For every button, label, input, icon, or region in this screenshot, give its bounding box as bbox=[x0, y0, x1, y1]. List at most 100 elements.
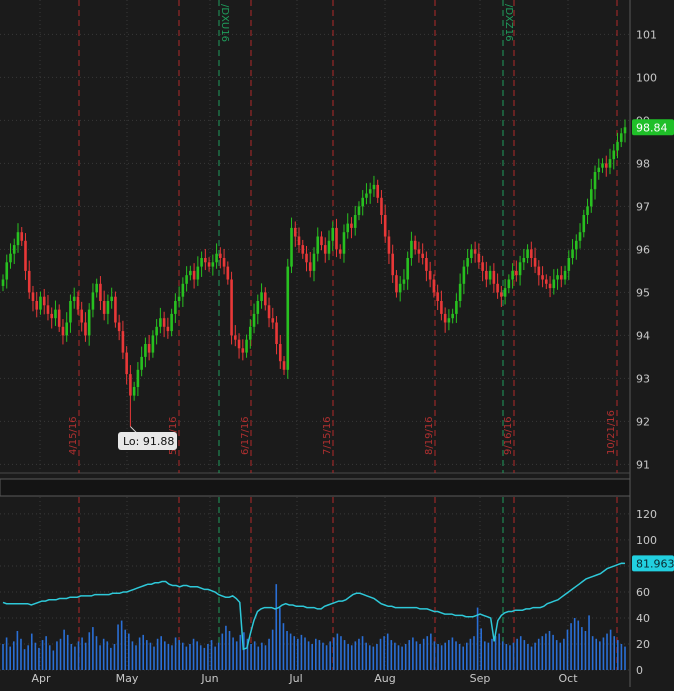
candle-body bbox=[470, 249, 473, 258]
candle-body bbox=[196, 266, 200, 280]
candle-body bbox=[496, 283, 499, 293]
volume-tick-label: 0 bbox=[636, 664, 643, 677]
volume-bar bbox=[30, 633, 33, 670]
volume-bar bbox=[487, 642, 490, 670]
volume-bar bbox=[473, 636, 475, 670]
volume-bar bbox=[279, 607, 281, 670]
volume-bar bbox=[455, 641, 457, 670]
candle-body bbox=[462, 266, 466, 284]
volume-bar bbox=[2, 643, 4, 670]
candle-body bbox=[65, 322, 68, 336]
date-marker-label: 9/16/16 bbox=[503, 416, 514, 455]
candle-body bbox=[410, 240, 413, 258]
candle-body bbox=[271, 318, 275, 323]
volume-tick-label: 100 bbox=[636, 534, 657, 547]
candle-body bbox=[500, 292, 503, 297]
candle-body bbox=[331, 227, 335, 241]
candle-body bbox=[608, 159, 612, 168]
volume-bar bbox=[401, 646, 403, 670]
candle-body bbox=[511, 270, 514, 280]
indicator-value-box bbox=[632, 555, 674, 572]
candle-body bbox=[282, 361, 286, 370]
volume-bar bbox=[523, 640, 526, 670]
volume-bar bbox=[232, 637, 234, 670]
candle-body bbox=[249, 326, 252, 340]
candle-body bbox=[95, 283, 98, 293]
volume-bar bbox=[448, 640, 450, 670]
candle-body bbox=[155, 326, 158, 336]
candle-body bbox=[87, 309, 91, 336]
candle-body bbox=[5, 262, 9, 280]
candle-body bbox=[432, 279, 436, 293]
volume-bar bbox=[48, 645, 51, 670]
volume-bar bbox=[189, 643, 191, 670]
volume-bar bbox=[102, 638, 105, 670]
candle-body bbox=[76, 296, 80, 310]
candle-body bbox=[159, 318, 162, 327]
month-label: Apr bbox=[31, 672, 51, 685]
candle-body bbox=[1, 279, 5, 286]
candle-body bbox=[177, 296, 181, 301]
volume-bar bbox=[537, 638, 540, 670]
candle-body bbox=[140, 356, 143, 370]
date-marker-label: 10/21/16 bbox=[606, 410, 617, 455]
candle-body bbox=[189, 270, 192, 276]
candle-body bbox=[346, 223, 350, 233]
candle-body bbox=[451, 313, 454, 319]
price-tick-label: 91 bbox=[636, 458, 650, 471]
volume-bar bbox=[458, 643, 461, 670]
volume-bar bbox=[530, 646, 533, 670]
volume-bar bbox=[505, 643, 508, 670]
volume-bar bbox=[376, 643, 378, 670]
candle-body bbox=[440, 301, 443, 314]
volume-bar bbox=[253, 641, 256, 670]
candle-body bbox=[57, 309, 61, 327]
candle-body bbox=[552, 279, 556, 289]
candle-body bbox=[9, 253, 12, 263]
volume-bar bbox=[577, 620, 580, 670]
candle-body bbox=[129, 374, 132, 396]
candle-body bbox=[20, 232, 24, 241]
candle-body bbox=[541, 275, 544, 280]
volume-bar bbox=[462, 646, 465, 670]
volume-bar bbox=[548, 630, 551, 670]
volume-bar bbox=[336, 633, 339, 670]
candle-body bbox=[582, 215, 586, 233]
date-marker-label: 4/15/16 bbox=[68, 416, 79, 455]
volume-bar bbox=[146, 640, 148, 670]
volume-bar bbox=[239, 634, 242, 670]
candle-body bbox=[42, 296, 46, 306]
candle-body bbox=[571, 249, 574, 258]
volume-bar bbox=[12, 641, 15, 670]
volume-bar bbox=[99, 645, 101, 670]
candle-body bbox=[567, 258, 571, 271]
candle-body bbox=[601, 163, 604, 168]
candle-body bbox=[308, 262, 312, 271]
volume-bar bbox=[268, 638, 270, 670]
volume-bar bbox=[264, 645, 267, 670]
volume-bar bbox=[199, 645, 202, 670]
volume-bar bbox=[289, 633, 292, 670]
volume-bar bbox=[451, 637, 454, 670]
volume-bar bbox=[563, 638, 565, 670]
volume-bar bbox=[203, 647, 206, 670]
volume-bar bbox=[444, 642, 447, 670]
volume-bar bbox=[307, 641, 310, 670]
volume-bar bbox=[329, 641, 331, 670]
candle-body bbox=[481, 262, 484, 271]
volume-bar bbox=[149, 642, 152, 670]
volume-bar bbox=[311, 643, 314, 670]
candle-body bbox=[586, 206, 589, 215]
candle-body bbox=[436, 292, 439, 301]
volume-bar bbox=[5, 637, 8, 670]
low-callout-label: Lo: 91.88 bbox=[123, 435, 174, 448]
candle-body bbox=[61, 326, 65, 336]
candle-body bbox=[387, 236, 391, 254]
candle-body bbox=[102, 301, 106, 314]
candle-body bbox=[522, 258, 526, 263]
volume-bar bbox=[437, 643, 439, 670]
volume-bar bbox=[70, 643, 73, 670]
volume-bar bbox=[228, 630, 231, 670]
volume-bar bbox=[570, 623, 572, 670]
